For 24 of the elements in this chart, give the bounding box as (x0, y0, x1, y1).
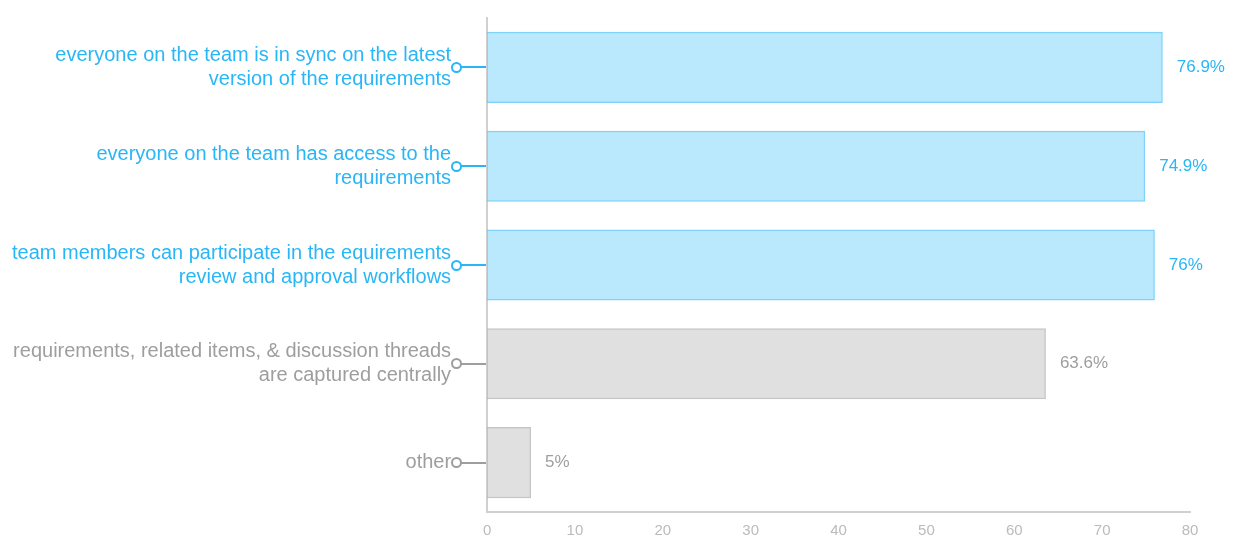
bar (487, 130, 1146, 202)
y-tick-label: everyone on the team is in sync on the latest version of the requirements (55, 42, 452, 89)
bar (487, 31, 1163, 103)
x-tick-label: 70 (1093, 521, 1111, 539)
x-tick-label: 0 (482, 521, 492, 539)
y-tick-label: requirements, related items, & discussion threads are captured centrally (13, 339, 452, 386)
y-tick-label: other (405, 450, 452, 473)
data-label: 76.9% (1176, 57, 1225, 77)
bar (487, 229, 1155, 301)
y-tick-label: everyone on the team has access to the requirements (96, 141, 452, 188)
data-label: 5% (545, 452, 570, 472)
y-tick-label: team members can participate in the equirements review and approval workflows (11, 240, 452, 287)
x-tick-label: 80 (1181, 521, 1199, 539)
data-label: 63.6% (1059, 353, 1109, 373)
x-tick-label: 50 (918, 521, 935, 539)
x-tick-label: 10 (566, 521, 584, 539)
x-tick-label: 40 (830, 521, 847, 539)
data-label: 74.9% (1159, 155, 1208, 175)
bar (487, 328, 1046, 400)
x-tick-label: 30 (742, 521, 760, 539)
x-tick-label: 20 (654, 521, 672, 539)
bar (487, 427, 532, 499)
x-tick-label: 60 (1005, 521, 1023, 539)
data-label: 76% (1168, 254, 1203, 274)
